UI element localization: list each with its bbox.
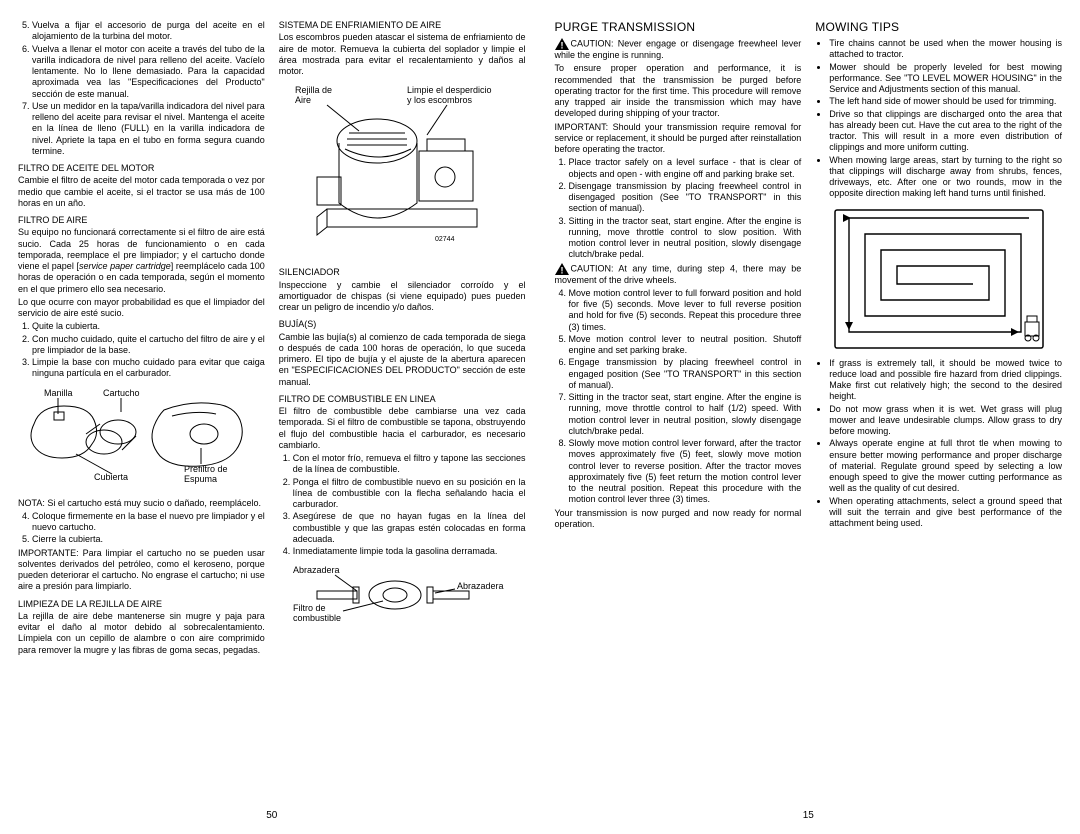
lbl-prefiltro: Prefiltro de (184, 464, 228, 474)
engine-diagram: Rejilla de Aire Limpie el desperdicio y … (279, 81, 526, 261)
step: Cierre la cubierta. (32, 534, 265, 545)
svg-text:02744: 02744 (435, 236, 455, 243)
step: Con mucho cuidado, quite el cartucho del… (32, 334, 265, 357)
h-sistema: SISTEMA DE ENFRIAMIENTO DE AIRE (279, 20, 526, 31)
tip: Do not mow grass when it is wet. Wet gra… (829, 404, 1062, 438)
p-filtro-aire2: Lo que ocurre con mayor probabilidad es … (18, 297, 265, 320)
page-50: Vuelva a fijar el accesorio de purga del… (18, 20, 541, 822)
nota-cartucho: NOTA: Si el cartucho está muy sucio o da… (18, 498, 265, 509)
h-purge: PURGE TRANSMISSION (555, 20, 802, 35)
step: Ponga el filtro de combustible nuevo en … (293, 477, 526, 511)
svg-text:!: ! (560, 41, 563, 51)
caution-1: ! CAUTION: Never engage or disengage fre… (555, 38, 802, 61)
col-r2: MOWING TIPS Tire chains cannot be used w… (815, 20, 1062, 802)
step: Slowly move motion control lever forward… (569, 438, 802, 506)
step: Engage transmission by placing freewheel… (569, 357, 802, 391)
tip: If grass is extremely tall, it should be… (829, 358, 1062, 403)
tip: The left hand side of mower should be us… (829, 96, 1062, 107)
warning-icon: ! (555, 38, 569, 50)
step: Vuelva a fijar el accesorio de purga del… (32, 20, 265, 43)
step: Coloque firmemente en la base el nuevo p… (32, 511, 265, 534)
p-purge3: Your transmission is now purged and now … (555, 508, 802, 531)
step: Limpie la base con mucho cuidado para ev… (32, 357, 265, 380)
step: Use un medidor en la tapa/varilla indica… (32, 101, 265, 157)
tip: When mowing large areas, start by turnin… (829, 155, 1062, 200)
svg-text:combustible: combustible (293, 613, 341, 623)
p-filtro-comb: El filtro de combustible debe cambiarse … (279, 406, 526, 451)
svg-text:!: ! (560, 265, 563, 275)
step: Inmediatamente limpie toda la gasolina d… (293, 546, 526, 557)
h-filtro-aceite: FILTRO DE ACEITE DEL MOTOR (18, 163, 265, 174)
oil-steps-cont: Vuelva a fijar el accesorio de purga del… (18, 20, 265, 157)
tip: Tire chains cannot be used when the mowe… (829, 38, 1062, 61)
col-r1: PURGE TRANSMISSION ! CAUTION: Never enga… (555, 20, 802, 802)
step: Con el motor frío, remueva el filtro y t… (293, 453, 526, 476)
svg-text:Limpie el desperdicio: Limpie el desperdicio (407, 85, 492, 95)
comb-steps: Con el motor frío, remueva el filtro y t… (279, 453, 526, 557)
p-filtro-aire: Su equipo no funcionará correctamente si… (18, 227, 265, 295)
h-rejilla: LIMPIEZA DE LA REJILLA DE AIRE (18, 599, 265, 610)
tips-list2: If grass is extremely tall, it should be… (815, 358, 1062, 530)
svg-text:Filtro de: Filtro de (293, 603, 326, 613)
purge-steps2: Move motion control lever to full forwar… (555, 288, 802, 506)
mowing-pattern-diagram (815, 204, 1062, 354)
step: Disengage transmission by placing freewh… (569, 181, 802, 215)
tips-list1: Tire chains cannot be used when the mowe… (815, 38, 1062, 200)
p-purge2: IMPORTANT: Should your transmission requ… (555, 122, 802, 156)
tip: Drive so that clippings are discharged o… (829, 109, 1062, 154)
col-l1: Vuelva a fijar el accesorio de purga del… (18, 20, 265, 802)
filter-diagram: Manilla Cartucho Prefiltro (18, 384, 265, 494)
page-number-50: 50 (18, 810, 526, 823)
columns-left: Vuelva a fijar el accesorio de purga del… (18, 20, 526, 802)
purge-steps1: Place tractor safely on a level surface … (555, 157, 802, 260)
p-rejilla: La rejilla de aire debe mantenerse sin m… (18, 611, 265, 656)
h-bujias: BUJÍA(S) (279, 319, 526, 330)
columns-right: PURGE TRANSMISSION ! CAUTION: Never enga… (555, 20, 1063, 802)
h-filtro-aire: FILTRO DE AIRE (18, 215, 265, 226)
svg-text:Rejilla de: Rejilla de (295, 85, 332, 95)
step: Quite la cubierta. (32, 321, 265, 332)
svg-text:Aire: Aire (295, 95, 311, 105)
p-filtro-aceite: Cambie el filtro de aceite del motor cad… (18, 175, 265, 209)
p-sistema: Los escombros pueden atascar el sistema … (279, 32, 526, 77)
p-silenciador: Inspeccione y cambie el silenciador corr… (279, 280, 526, 314)
fuel-filter-diagram: Abrazadera Abrazadera Filtro de (279, 561, 526, 627)
warning-icon: ! (555, 263, 569, 275)
aire-steps: Quite la cubierta. Con mucho cuidado, qu… (18, 321, 265, 379)
step: Sitting in the tractor seat, start engin… (569, 216, 802, 261)
col-l2: SISTEMA DE ENFRIAMIENTO DE AIRE Los esco… (279, 20, 526, 802)
step: Sitting in the tractor seat, start engin… (569, 392, 802, 437)
h-filtro-comb: FILTRO DE COMBUSTIBLE EN LINEA (279, 394, 526, 405)
step: Move motion control lever to neutral pos… (569, 334, 802, 357)
lbl-cartucho: Cartucho (103, 388, 140, 398)
importante-cartucho: IMPORTANTE: Para limpiar el cartucho no … (18, 548, 265, 593)
svg-text:Abrazadera: Abrazadera (457, 581, 504, 591)
aire-steps2: Coloque firmemente en la base el nuevo p… (18, 511, 265, 546)
page-number-15: 15 (555, 810, 1063, 823)
tip: Mower should be properly leveled for bes… (829, 62, 1062, 96)
tip: When operating attachments, select a gro… (829, 496, 1062, 530)
page-15: PURGE TRANSMISSION ! CAUTION: Never enga… (541, 20, 1063, 822)
step: Vuelva a llenar el motor con aceite a tr… (32, 44, 265, 100)
svg-text:Espuma: Espuma (184, 474, 217, 484)
p-purge1: To ensure proper operation and performan… (555, 63, 802, 119)
p-bujias: Cambie las bujía(s) al comienzo de cada … (279, 332, 526, 388)
h-tips: MOWING TIPS (815, 20, 1062, 35)
step: Place tractor safely on a level surface … (569, 157, 802, 180)
svg-text:y los escombros: y los escombros (407, 95, 473, 105)
tip: Always operate engine at full throt tle … (829, 438, 1062, 494)
svg-text:Abrazadera: Abrazadera (293, 565, 340, 575)
caution-2: ! CAUTION: At any time, during step 4, t… (555, 263, 802, 286)
lbl-manilla: Manilla (44, 388, 73, 398)
step: Asegúrese de que no hayan fugas en la lí… (293, 511, 526, 545)
step: Move motion control lever to full forwar… (569, 288, 802, 333)
h-silenciador: SILENCIADOR (279, 267, 526, 278)
